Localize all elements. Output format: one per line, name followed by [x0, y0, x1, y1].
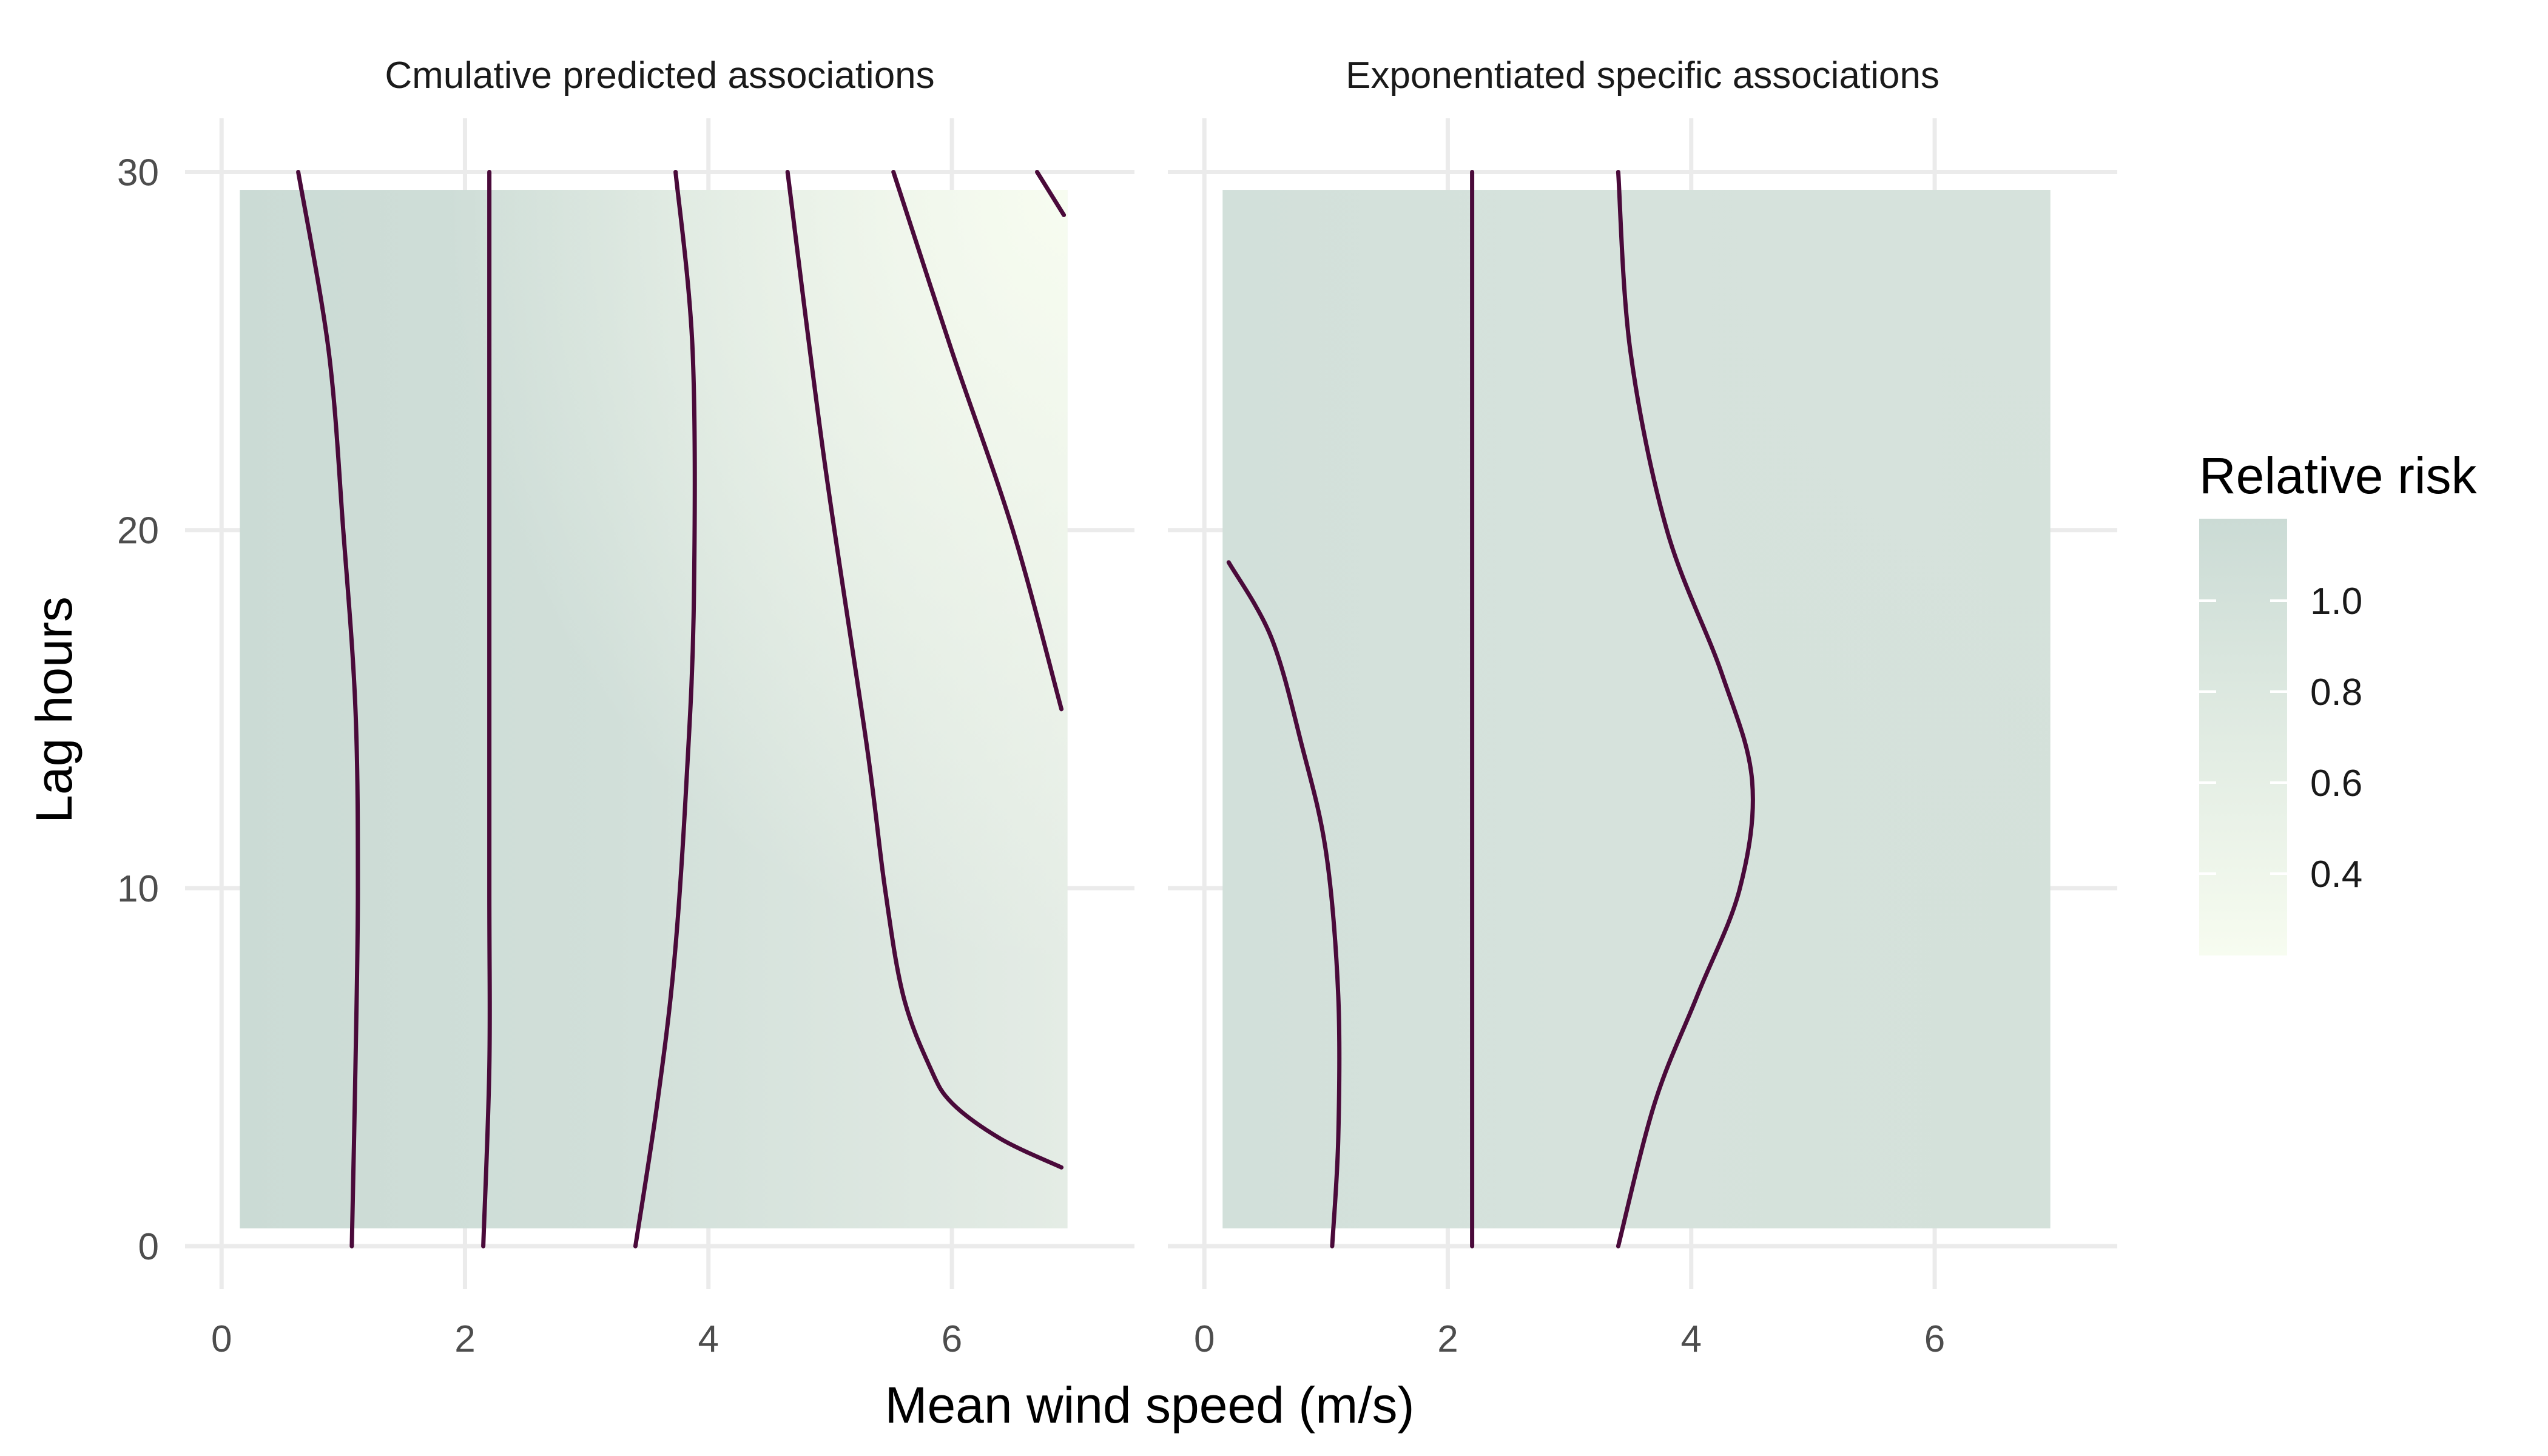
x-tick-label: 4 — [698, 1318, 719, 1360]
contour-line-5 — [891, 170, 1064, 712]
panel-1: Cmulative predicted associations 0 2 4 6 0 10 2… — [117, 55, 1134, 1360]
chart-panels: Cmulative predicted associations 0 2 4 6 0 10 2… — [117, 55, 2117, 1360]
panel-title: Exponentiated specific associations — [1346, 55, 1940, 96]
panel-title: Cmulative predicted associations — [385, 55, 934, 96]
contour-line-6 — [1035, 170, 1067, 217]
legend-colorbar — [2199, 519, 2287, 956]
legend-label: 1.0 — [2310, 581, 2362, 622]
contour-line-1 — [296, 170, 360, 1249]
contour-line-2 — [481, 170, 492, 1249]
x-tick-label: 0 — [1194, 1318, 1215, 1360]
x-axis-title: Mean wind speed (m/s) — [885, 1377, 1414, 1434]
contour-line-1 — [1226, 560, 1342, 1249]
x-tick-label: 2 — [454, 1318, 475, 1360]
contour-line-3 — [1616, 170, 1755, 1249]
y-tick-label: 30 — [117, 152, 159, 194]
x-tick-label: 0 — [211, 1318, 232, 1360]
y-axis-title: Lag hours — [25, 596, 83, 823]
y-tick-label: 20 — [117, 510, 159, 552]
legend-title: Relative risk — [2199, 447, 2477, 504]
x-tick-label: 4 — [1681, 1318, 1702, 1360]
legend-label: 0.8 — [2310, 672, 2362, 713]
x-tick-label: 2 — [1437, 1318, 1458, 1360]
legend-label: 0.6 — [2310, 763, 2362, 804]
x-tick-label: 6 — [942, 1318, 962, 1360]
contour-line-4 — [785, 170, 1064, 1170]
legend-label: 0.4 — [2310, 854, 2362, 895]
legend: Relative risk 1.0 0.8 0.6 0.4 — [2199, 447, 2477, 956]
y-tick-label: 0 — [138, 1226, 159, 1268]
panel-2: Exponentiated specific associations 0 2 4 6 — [1168, 55, 2117, 1360]
x-tick-label: 6 — [1924, 1318, 1945, 1360]
y-tick-label: 10 — [117, 868, 159, 910]
heatmap-tile-overlay — [1222, 190, 2051, 1228]
contour-line-3 — [633, 170, 697, 1249]
heatmap-tile-overlay — [240, 190, 1068, 1228]
